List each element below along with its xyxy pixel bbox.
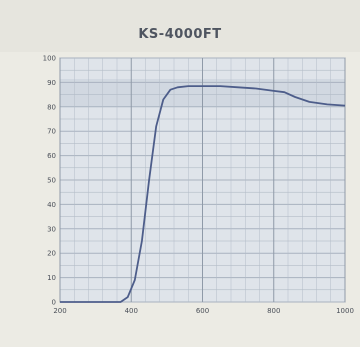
y-tick-labels: 0 10 20 30 40 50 60 70 80 90 100 [43,55,56,307]
y-tick-label: 10 [47,274,56,282]
title-band [0,0,360,52]
series-line [60,85,346,303]
series-lines [60,85,346,303]
x-tick-label: 600 [196,307,209,315]
y-tick-label: 0 [52,299,56,307]
y-tick-label: 70 [47,128,56,136]
x-tick-labels: 200 400 600 800 1000 [53,307,354,315]
x-tick-label: 400 [125,307,138,315]
y-tick-label: 100 [43,55,56,63]
x-tick-label: 200 [53,307,66,315]
y-tick-label: 60 [47,152,56,160]
x-tick-label: 1000 [336,307,354,315]
grid [59,57,346,303]
y-tick-label: 20 [47,250,56,258]
y-tick-label: 40 [47,201,56,209]
y-tick-label: 90 [47,79,56,87]
y-tick-label: 80 [47,103,56,111]
x-tick-label: 800 [267,307,280,315]
y-tick-label: 50 [47,177,56,185]
y-tick-label: 30 [47,225,56,233]
chart-title: KS-4000FT [138,27,221,42]
